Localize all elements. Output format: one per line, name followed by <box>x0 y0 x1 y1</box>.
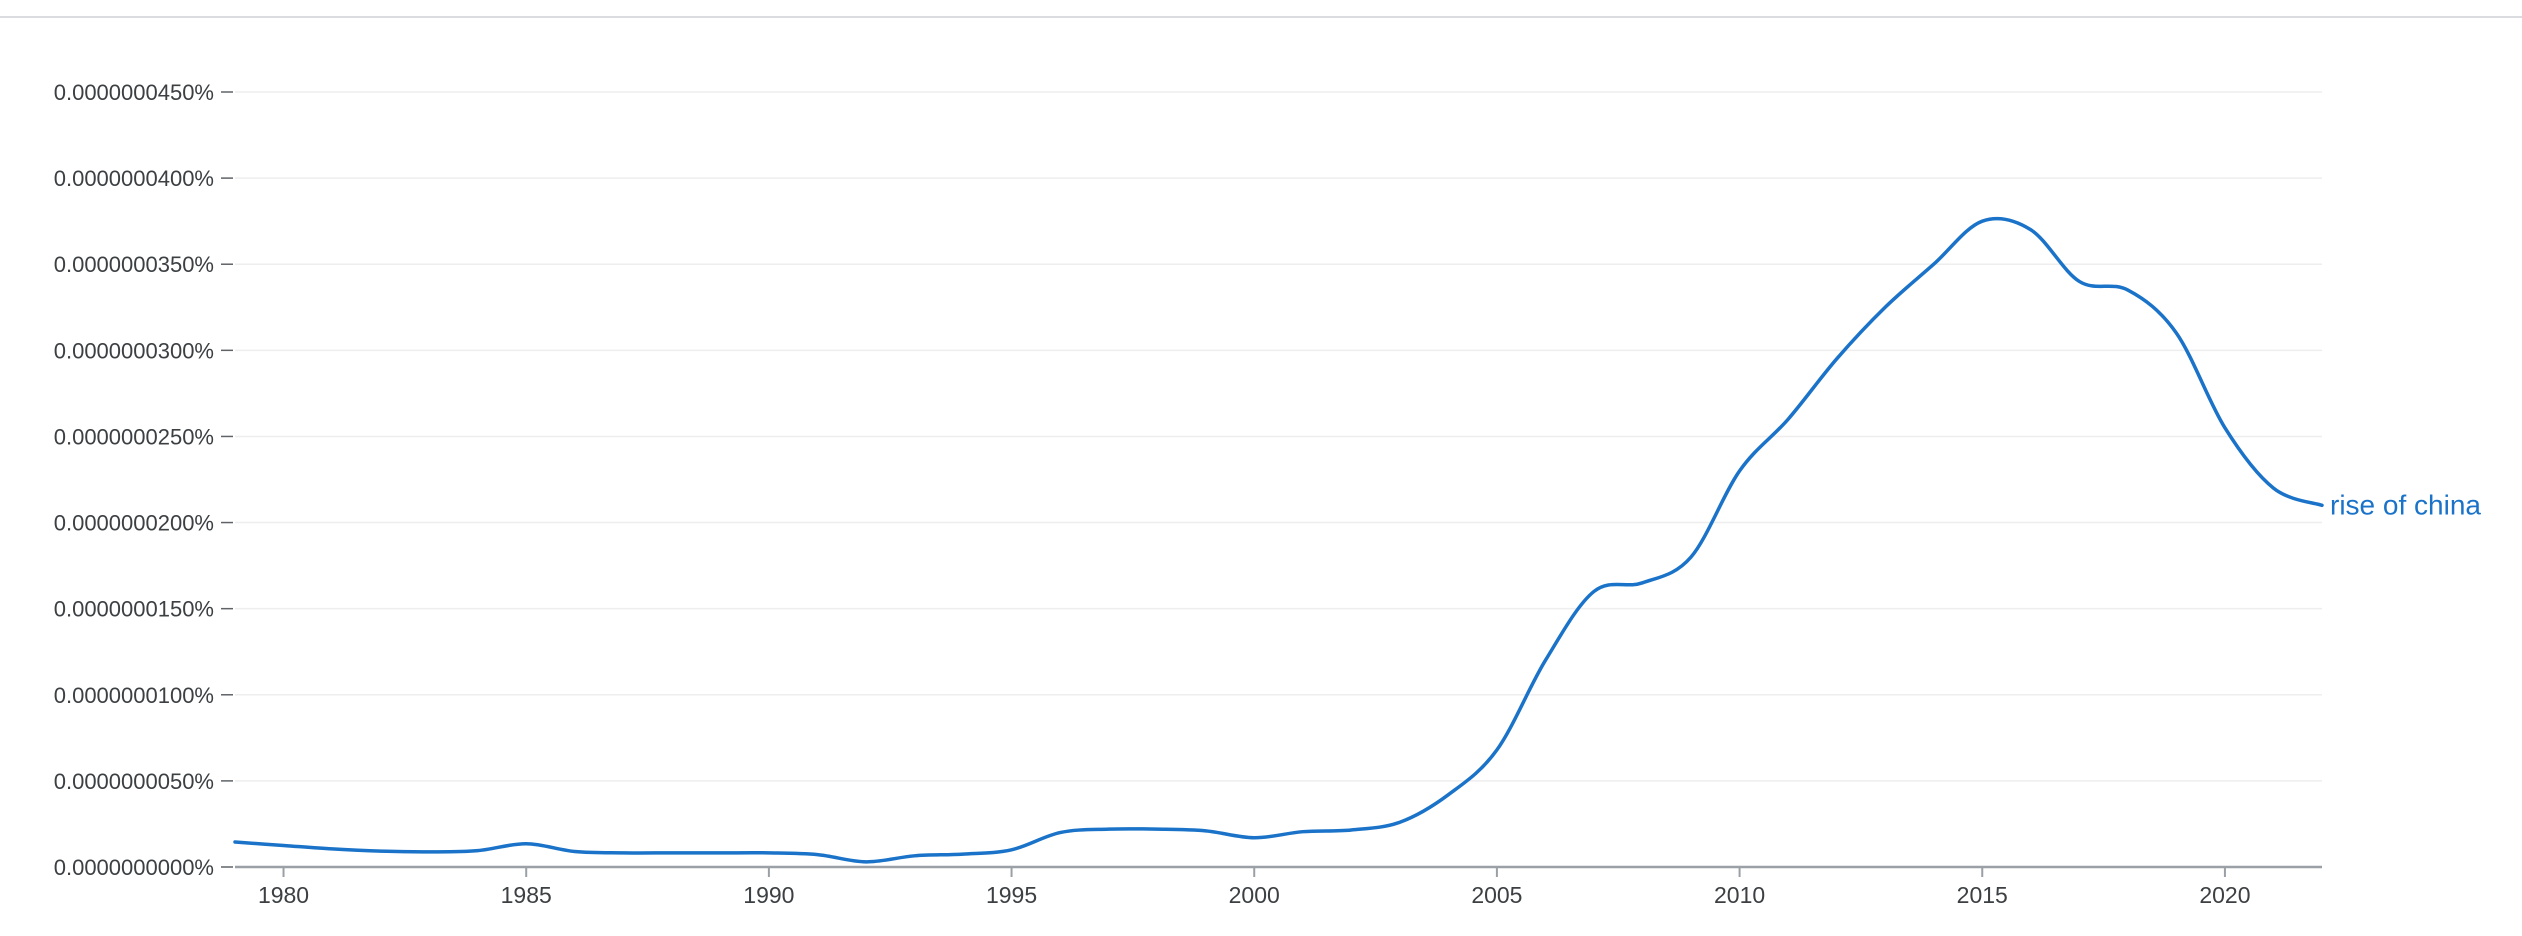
x-tick-label: 2005 <box>1471 882 1522 908</box>
x-tick-label: 2020 <box>2199 882 2250 908</box>
x-axis: 1980 1985 1990 1995 2000 2005 2010 2015 2020 <box>235 865 2322 908</box>
y-tick-label: 0.0000000200% <box>54 511 214 536</box>
y-tick-label: 0.0000000100% <box>54 683 214 708</box>
x-tick-label: 2000 <box>1229 882 1280 908</box>
top-border <box>0 0 2522 18</box>
y-tick-label: 0.0000000450% <box>54 80 214 105</box>
y-axis: 0.0000000000% 0.0000000050% 0.0000000100% 0… <box>54 80 233 880</box>
x-tick-label: 1995 <box>986 882 1037 908</box>
x-tick-label: 1980 <box>258 882 309 908</box>
y-tick-label: 0.0000000350% <box>54 252 214 277</box>
x-tick-label: 2015 <box>1957 882 2008 908</box>
y-tick-label: 0.0000000150% <box>54 597 214 622</box>
x-tick-label: 1990 <box>743 882 794 908</box>
x-tick-label: 1985 <box>501 882 552 908</box>
series-line <box>233 216 2324 864</box>
y-tick-label: 0.0000000300% <box>54 338 214 363</box>
y-tick-label: 0.0000000400% <box>54 166 214 191</box>
series-group: rise of china <box>233 216 2481 864</box>
y-tick-label: 0.0000000000% <box>54 855 214 880</box>
y-tick-label: 0.0000000250% <box>54 424 214 449</box>
series-label: rise of china <box>2330 489 2481 520</box>
y-tick-label: 0.0000000050% <box>54 769 214 794</box>
x-tick-label: 2010 <box>1714 882 1765 908</box>
gridlines <box>235 91 2322 782</box>
